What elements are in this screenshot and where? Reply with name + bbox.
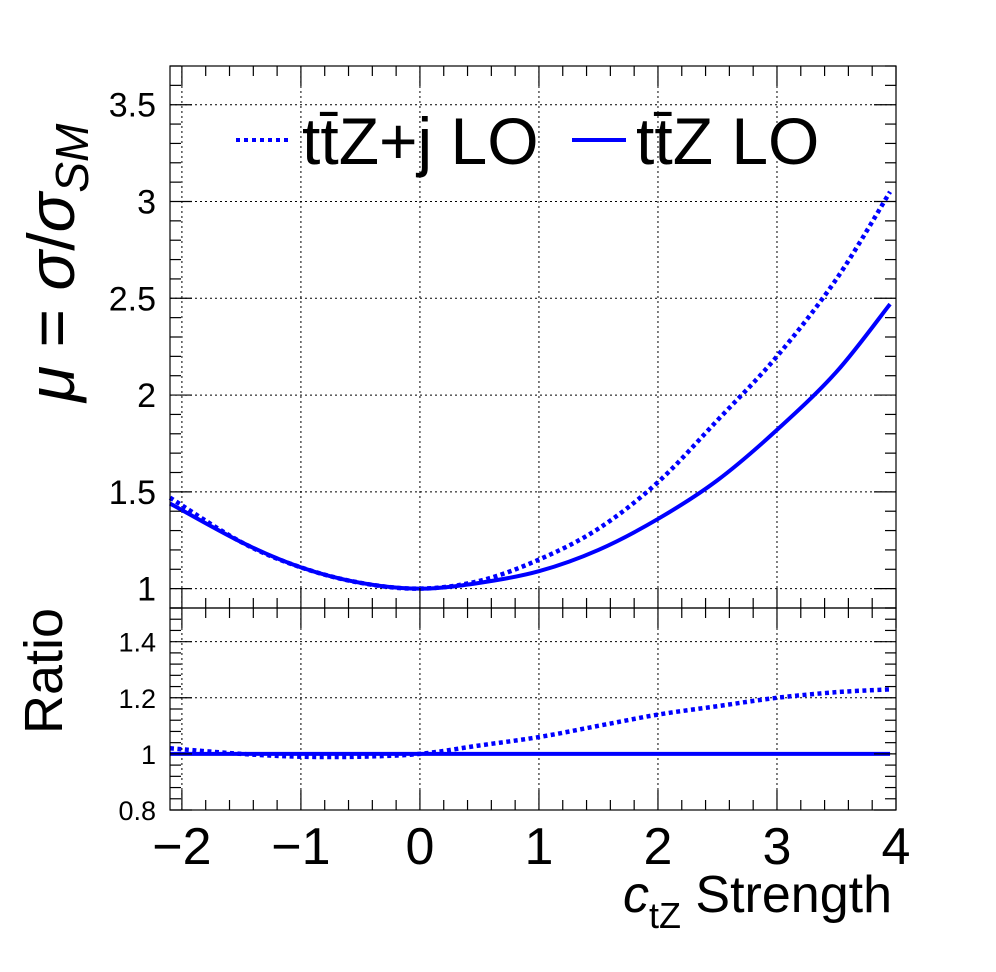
ratio-panel: 0.8 1 1.2 1.4 −2 −1 0 1 2 3 4 xyxy=(118,607,910,876)
y-label-slash: / xyxy=(14,232,88,251)
x-tick-label: 0 xyxy=(405,818,434,876)
x-tick-labels: −2 −1 0 1 2 3 4 xyxy=(152,818,910,876)
main-series xyxy=(168,190,892,591)
x-tick-label: 4 xyxy=(882,818,911,876)
y-label-eq: = xyxy=(14,291,88,366)
main-y-axis-label: μ = σ/σSM xyxy=(14,123,98,404)
ratio-line-ttzj xyxy=(169,687,891,760)
x-tick-label: 3 xyxy=(763,818,792,876)
x-label-c: c xyxy=(623,866,649,924)
legend-label-ttzj: tt̄Z+j LO xyxy=(302,104,539,178)
main-grid xyxy=(170,66,896,608)
y-tick-label: 1 xyxy=(137,571,156,609)
y-tick-label: 3.5 xyxy=(109,87,156,125)
series-line-ttz xyxy=(169,302,892,591)
x-label-rest: Strength xyxy=(681,866,892,924)
x-tick-label: −1 xyxy=(271,818,330,876)
y-tick-label: 3 xyxy=(137,184,156,222)
ratio-grid xyxy=(170,608,896,810)
y-label-sub-sm: SM xyxy=(46,123,98,193)
ratio-series xyxy=(169,687,891,760)
legend-label-ttzj-t: t xyxy=(302,104,320,178)
x-tick-label: 2 xyxy=(644,818,673,876)
legend: tt̄Z+j LO tt̄Z LO xyxy=(236,104,819,178)
y-tick-label: 1.5 xyxy=(109,474,156,512)
ratio-frame xyxy=(169,607,897,811)
legend-label-ttz-rest: Z LO xyxy=(673,104,820,178)
legend-label-ttz-tbar: t̄ xyxy=(654,104,673,178)
main-y-tick-labels: 1 1.5 2 2.5 3 3.5 xyxy=(109,87,156,609)
x-tick-label: −2 xyxy=(152,818,211,876)
ratio-y-tick-label: 1.4 xyxy=(118,628,156,658)
y-tick-label: 2.5 xyxy=(109,280,156,318)
legend-label-ttzj-tbar: t̄ xyxy=(320,104,339,178)
ratio-y-tick-label: 0.8 xyxy=(118,796,156,826)
y-tick-label: 2 xyxy=(137,377,156,415)
ratio-y-tick-label: 1.2 xyxy=(118,684,156,714)
x-label-sub: tZ xyxy=(649,895,681,936)
series-line-ttzj xyxy=(168,190,892,591)
legend-label-ttz-t: t xyxy=(636,104,654,178)
ratio-ticks xyxy=(170,607,897,811)
legend-label-ttzj-rest: Z+j LO xyxy=(339,104,539,178)
main-ticks xyxy=(170,65,897,609)
ratio-y-axis-label: Ratio xyxy=(14,608,74,734)
legend-label-ttz: tt̄Z LO xyxy=(636,104,819,178)
ratio-y-tick-labels: 0.8 1 1.2 1.4 xyxy=(118,628,156,826)
y-label-mu: μ xyxy=(14,366,88,404)
x-tick-label: 1 xyxy=(524,818,553,876)
y-label-sigma-sm: σ xyxy=(14,190,88,232)
y-label-sigma: σ xyxy=(14,249,88,291)
x-axis-label: ctZ Strength xyxy=(623,866,892,936)
ratio-y-tick-label: 1 xyxy=(141,740,156,770)
